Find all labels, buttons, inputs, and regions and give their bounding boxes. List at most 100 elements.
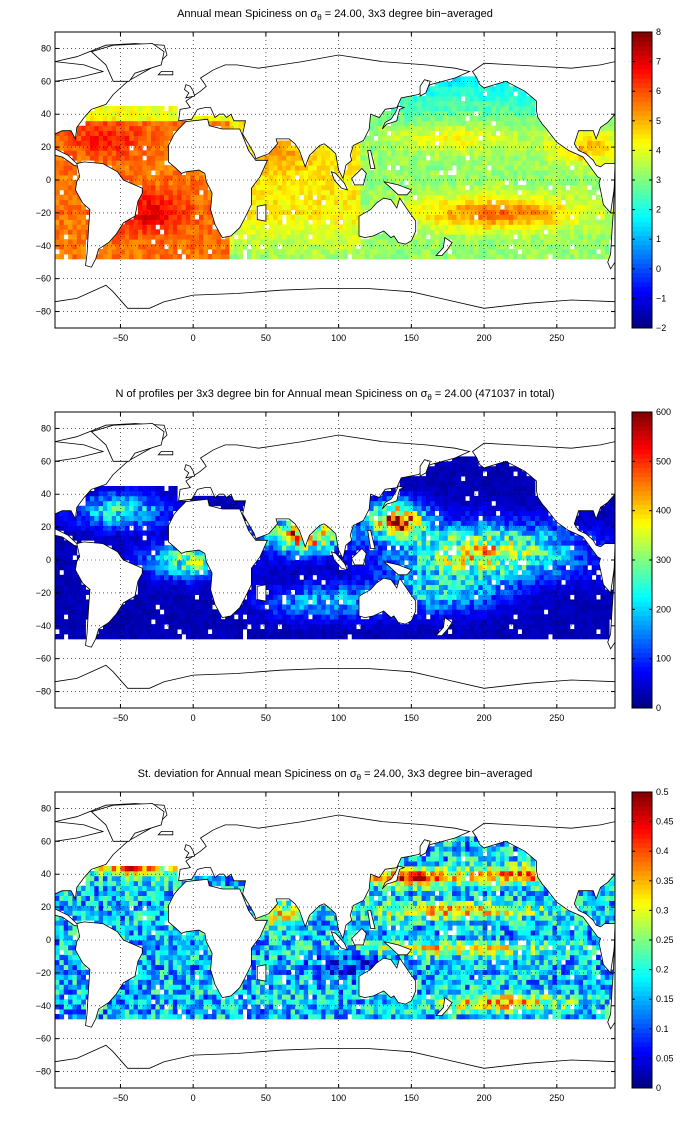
coastline-madagascar (256, 204, 267, 222)
bin-cell (452, 239, 457, 245)
bin-cell (482, 224, 488, 230)
bin-cell (199, 209, 204, 215)
bin-cell (434, 244, 440, 250)
bin-cell (535, 239, 540, 245)
bin-cell (89, 525, 95, 531)
bin-cell (146, 180, 152, 186)
bin-cell (137, 555, 143, 561)
bin-cell (530, 120, 536, 127)
bin-cell (146, 219, 152, 225)
bin-cell (159, 106, 165, 112)
bin-cell (277, 550, 283, 556)
bin-cell (552, 244, 558, 250)
bin-cell (72, 204, 78, 210)
bin-cell (504, 155, 510, 161)
bin-cell (395, 495, 401, 502)
bin-cell (430, 234, 436, 240)
bin-cell (382, 574, 388, 581)
bin-cell (556, 160, 562, 166)
bin-cell (425, 481, 431, 487)
bin-cell (425, 510, 431, 516)
bin-cell (185, 584, 191, 590)
bin-cell (591, 209, 597, 215)
bin-cell (548, 249, 553, 255)
bin-cell (299, 555, 305, 561)
bin-cell (456, 135, 462, 141)
bin-cell (404, 120, 409, 127)
bin-cell (604, 219, 610, 225)
bin-cell (146, 584, 152, 590)
bin-cell (251, 609, 257, 615)
bin-cell (439, 110, 444, 117)
bin-cell (425, 471, 431, 477)
bin-cell (268, 545, 274, 551)
bin-cell (583, 224, 588, 230)
bin-cell (255, 624, 261, 630)
bin-cell (386, 150, 392, 156)
bin-cell (155, 560, 161, 566)
bin-cell (351, 150, 357, 156)
colorbar-tick-label: −2 (656, 323, 666, 333)
bin-cell (343, 219, 348, 225)
bin-cell (351, 229, 357, 235)
bin-cell (565, 194, 571, 201)
bin-cell (255, 244, 261, 250)
bin-cell (482, 106, 488, 112)
bin-cell (194, 219, 200, 225)
bin-cell (159, 530, 165, 536)
bin-cell (382, 545, 388, 551)
bin-cell (116, 525, 121, 531)
bin-cell (596, 239, 601, 245)
bin-cell (513, 214, 518, 220)
bin-cell (508, 130, 514, 136)
bin-cell (286, 569, 292, 576)
bin-cell (194, 619, 200, 625)
bin-cell (111, 490, 117, 497)
bin-cell (111, 629, 117, 635)
x-tick-label: 100 (331, 333, 346, 343)
bin-cell (164, 614, 169, 620)
bin-cell (129, 110, 134, 117)
bin-cell (439, 125, 444, 132)
bin-cell (578, 229, 584, 235)
bin-cell (408, 101, 414, 107)
bin-cell (146, 224, 152, 230)
bin-cell (63, 510, 69, 516)
bin-cell (111, 254, 117, 260)
bin-cell (417, 224, 422, 230)
bin-cell (343, 204, 348, 210)
bin-cell (72, 520, 78, 526)
bin-cell (382, 614, 388, 620)
bin-cell (251, 634, 257, 640)
bin-cell (569, 249, 575, 255)
bin-cell (164, 115, 169, 122)
bin-cell (495, 249, 501, 255)
bin-cell (81, 535, 86, 541)
bin-cell (491, 115, 497, 122)
bin-cell (425, 555, 431, 561)
bin-cell (129, 224, 134, 230)
bin-cell (412, 510, 418, 516)
bin-cell (329, 214, 335, 220)
bin-cell (478, 244, 484, 250)
bin-cell (473, 244, 479, 250)
bin-cell (155, 244, 161, 250)
bin-cell (377, 115, 383, 122)
bin-cell (377, 614, 383, 620)
bin-cell (369, 234, 374, 240)
bin-cell (535, 135, 540, 141)
bin-cell (613, 115, 615, 122)
bin-cell (469, 81, 475, 87)
bin-cell (59, 604, 65, 610)
colorbar-swatch (632, 55, 652, 61)
bin-cell (334, 160, 340, 166)
bin-cell (539, 184, 545, 191)
bin-cell (81, 584, 86, 590)
bin-cell (395, 540, 401, 546)
bin-cell (587, 145, 593, 151)
bin-cell (465, 229, 470, 235)
bin-cell (535, 209, 540, 215)
bin-cell (151, 520, 156, 526)
bin-cell (216, 634, 222, 640)
bin-cell (68, 189, 73, 196)
